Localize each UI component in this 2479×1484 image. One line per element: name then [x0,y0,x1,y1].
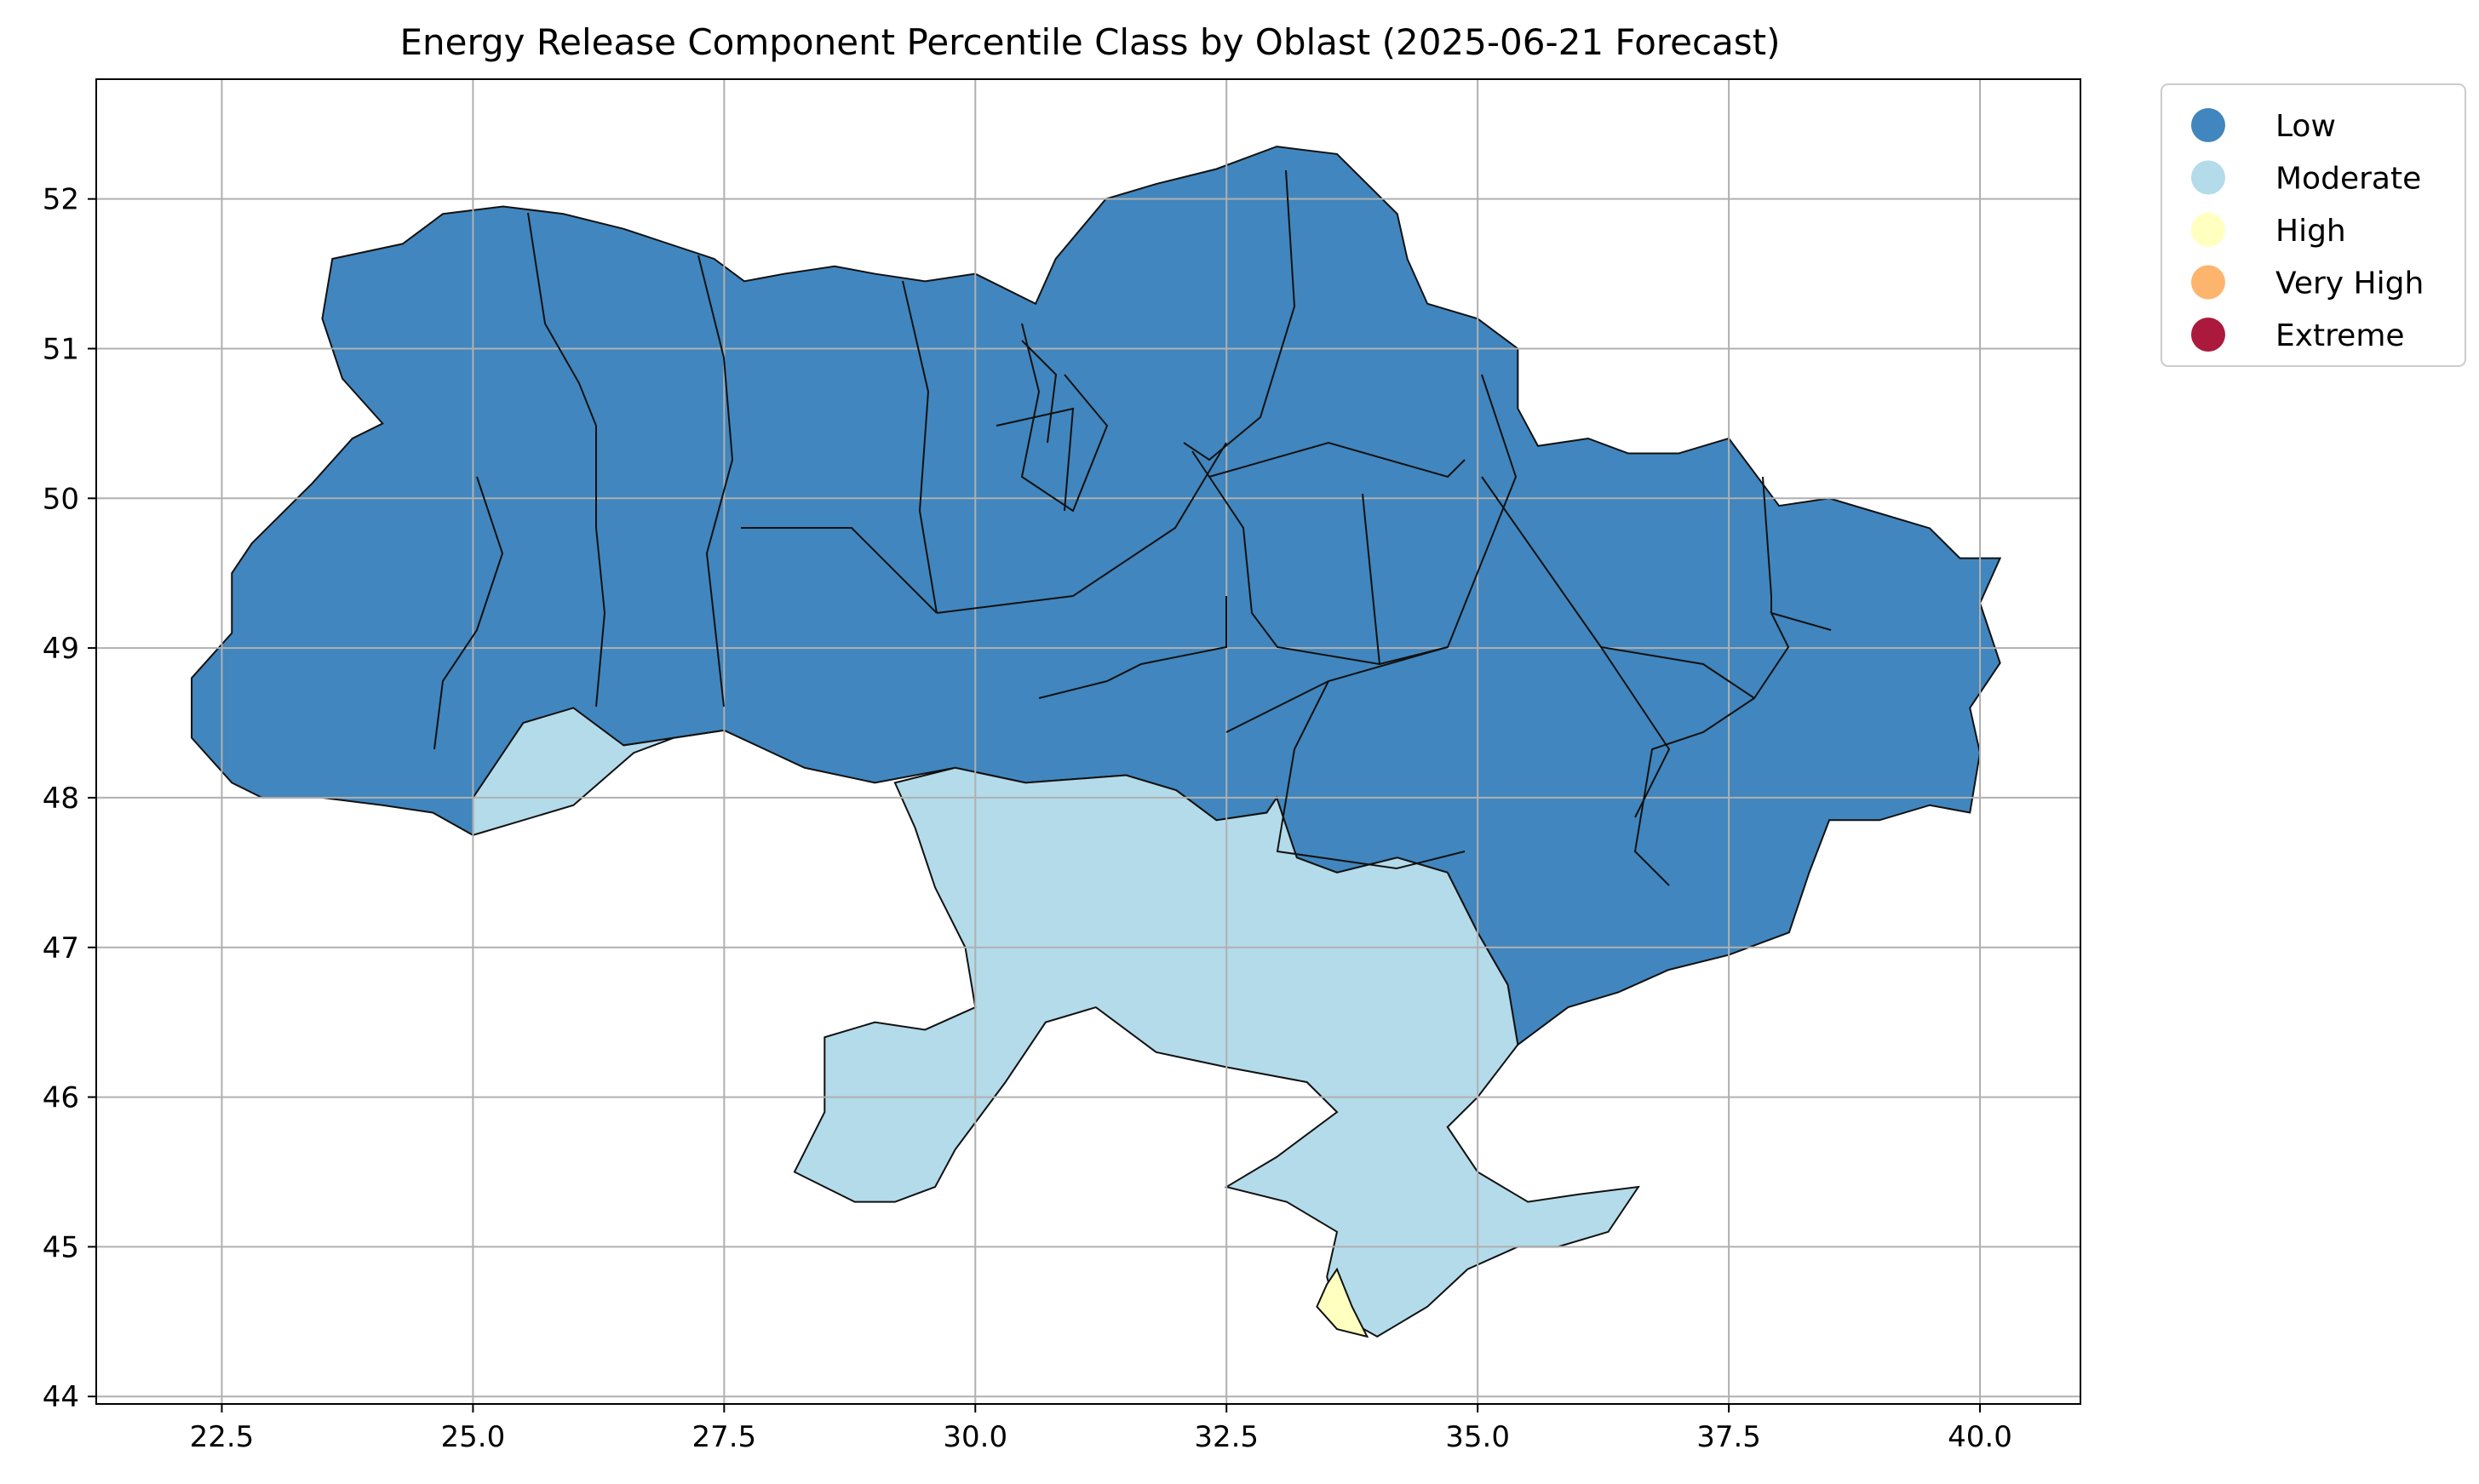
oblast-border [1481,476,1671,818]
oblast-border [1020,323,1109,513]
x-axis-ticks: 22.5 25.0 27.5 30.0 32.5 35.0 37.5 40.0 [190,1404,2012,1454]
oblast-border [1276,680,1466,870]
oblast-border [1208,441,1466,478]
x-tick-label: 40.0 [1948,1420,2012,1454]
legend-marker [2191,265,2225,300]
legend-marker [2191,108,2225,142]
y-tick-label: 52 [43,183,79,217]
legend-label: Moderate [2275,162,2421,197]
x-tick-label: 27.5 [691,1420,756,1454]
legend-label: Very High [2275,266,2424,301]
legend: Low Moderate High Very High Extreme [2161,83,2466,367]
x-tick-label: 32.5 [1194,1420,1259,1454]
oblast-border [697,255,734,708]
oblast-border [595,426,606,708]
y-tick-label: 46 [43,1081,79,1115]
x-tick-label: 37.5 [1696,1420,1761,1454]
oblast-border [1600,611,1832,700]
x-tick-label: 30.0 [943,1420,1007,1454]
y-tick-label: 45 [43,1230,79,1264]
legend-frame [2161,83,2466,367]
legend-marker [2191,318,2225,352]
oblast-borders [433,169,1832,886]
oblast-border [996,407,1075,512]
oblast-border [1362,493,1449,666]
legend-items: Low Moderate High Very High Extreme [2191,108,2424,353]
chart-title: Energy Release Component Percentile Clas… [399,21,1780,63]
oblast-border [1038,596,1227,699]
y-tick-label: 44 [43,1380,79,1414]
region-high [1316,1267,1369,1338]
oblast-border [1762,476,1772,613]
x-tick-label: 22.5 [190,1420,255,1454]
oblast-border [741,527,938,614]
legend-label: Low [2275,109,2336,144]
oblast-border [1021,340,1058,444]
legend-label: High [2275,214,2346,249]
y-tick-label: 47 [43,931,79,965]
y-tick-label: 51 [43,332,79,366]
y-tick-label: 48 [43,782,79,816]
legend-marker [2191,213,2225,247]
y-axis-ticks: 44 45 46 47 48 49 50 51 52 [43,183,96,1414]
y-tick-label: 50 [43,482,79,516]
x-tick-label: 35.0 [1445,1420,1510,1454]
oblast-border [936,442,1227,614]
axes-frame [95,78,2081,1405]
grid-layer [96,79,2080,1404]
x-tick-label: 25.0 [441,1420,506,1454]
oblast-border [1633,697,1755,886]
oblast-border [527,212,597,427]
y-tick-label: 49 [43,632,79,666]
oblast-border [902,280,938,614]
oblast-border [1191,450,1380,665]
legend-marker [2191,160,2225,195]
oblast-border [433,476,504,750]
regions-layer [191,146,2002,1338]
legend-label: Extreme [2275,318,2405,353]
oblast-border [1183,169,1296,461]
